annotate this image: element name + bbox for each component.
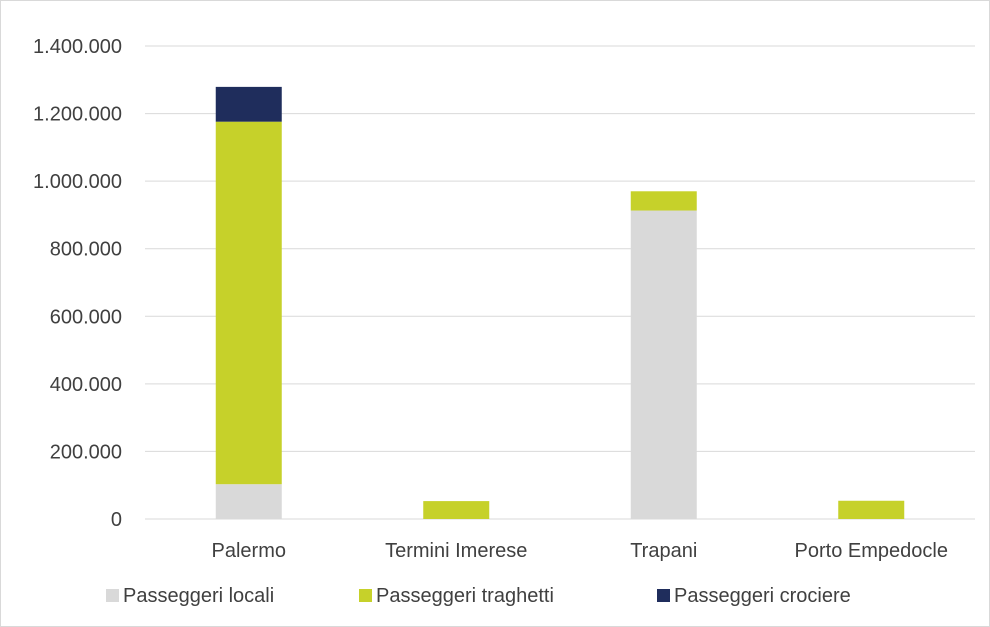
legend-label: Passeggeri traghetti bbox=[376, 585, 554, 607]
y-tick-label: 1.400.000 bbox=[33, 36, 122, 58]
x-tick-label: Porto Empedocle bbox=[795, 540, 948, 562]
x-tick-label: Trapani bbox=[630, 540, 697, 562]
y-tick-label: 1.000.000 bbox=[33, 171, 122, 193]
x-tick-label: Termini Imerese bbox=[385, 540, 527, 562]
legend: Passeggeri locali Passeggeri traghetti Pas… bbox=[106, 585, 851, 607]
y-tick-label: 1.200.000 bbox=[33, 104, 122, 126]
legend-label: Passeggeri crociere bbox=[674, 585, 851, 607]
bar-segment bbox=[631, 211, 697, 519]
y-tick-label: 800.000 bbox=[50, 239, 122, 261]
bar-segment bbox=[216, 87, 282, 122]
bar-segment bbox=[216, 484, 282, 519]
legend-swatch bbox=[106, 589, 119, 602]
legend-swatch bbox=[359, 589, 372, 602]
bar-segment bbox=[423, 501, 489, 519]
legend-swatch bbox=[657, 589, 670, 602]
y-tick-label: 200.000 bbox=[50, 441, 122, 463]
y-tick-label: 600.000 bbox=[50, 306, 122, 328]
bar-segment bbox=[838, 501, 904, 519]
x-axis-ticks: Palermo Termini Imerese Trapani Porto Emped… bbox=[212, 540, 948, 562]
x-tick-label: Palermo bbox=[212, 540, 286, 562]
bars bbox=[216, 87, 905, 519]
legend-label: Passeggeri locali bbox=[123, 585, 274, 607]
y-axis-ticks: 0 200.000 400.000 600.000 800.000 1.000.000 1.… bbox=[33, 36, 122, 531]
bar-segment bbox=[631, 191, 697, 210]
bar-segment bbox=[216, 122, 282, 485]
y-tick-label: 0 bbox=[111, 509, 122, 531]
y-tick-label: 400.000 bbox=[50, 374, 122, 396]
